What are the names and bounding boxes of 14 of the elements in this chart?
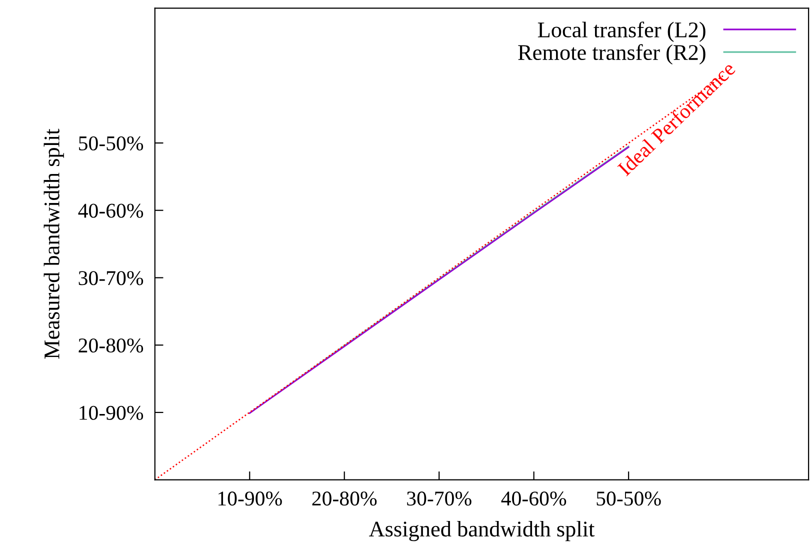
- x-tick-label: 50-50%: [596, 492, 661, 506]
- x-tick-label: 40-60%: [501, 492, 566, 506]
- y-axis-title: Measured bandwidth split: [44, 128, 64, 359]
- x-tick-label: 20-80%: [312, 492, 377, 506]
- text: 50-50%: [79, 136, 144, 150]
- x-tick-label: 10-90%: [218, 492, 282, 506]
- x-axis-title: Assigned bandwidth split: [368, 520, 595, 542]
- text: 20-80%: [78, 338, 144, 353]
- legend-label: Local transfer (L2): [538, 22, 706, 42]
- x-tick-label: 30-70%: [407, 492, 472, 506]
- legend-label: Remote transfer (R2): [518, 44, 706, 65]
- text: 10-90%: [80, 406, 144, 420]
- text: 30-70%: [78, 271, 144, 286]
- text: 40-60%: [78, 204, 144, 218]
